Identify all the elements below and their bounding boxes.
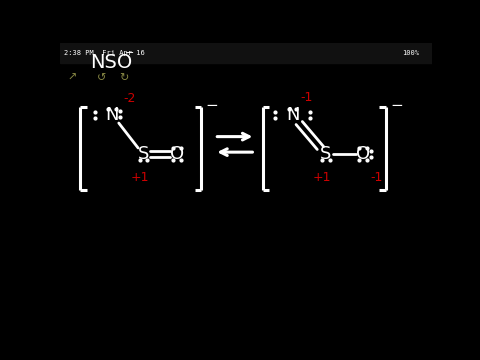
Text: −: − — [125, 48, 134, 58]
Text: O: O — [170, 145, 184, 163]
Text: N: N — [105, 106, 119, 124]
Text: 2:38 PM  Fri Apr 16: 2:38 PM Fri Apr 16 — [64, 50, 144, 56]
Text: 100%: 100% — [402, 50, 419, 56]
Text: -1: -1 — [371, 171, 383, 184]
Text: NSO: NSO — [90, 53, 132, 72]
Text: -1: -1 — [300, 91, 312, 104]
Text: S: S — [138, 145, 149, 163]
Text: S: S — [320, 145, 332, 163]
Text: ↺: ↺ — [97, 73, 107, 83]
Text: O: O — [356, 145, 370, 163]
Text: N: N — [286, 106, 299, 124]
Text: +1: +1 — [131, 171, 149, 184]
Text: −: − — [206, 98, 218, 113]
Text: +1: +1 — [313, 171, 332, 184]
Bar — [60, 43, 432, 63]
Text: −: − — [390, 98, 403, 113]
Text: ↗: ↗ — [67, 73, 77, 83]
Text: -2: -2 — [123, 92, 136, 105]
Text: ↻: ↻ — [120, 73, 129, 83]
